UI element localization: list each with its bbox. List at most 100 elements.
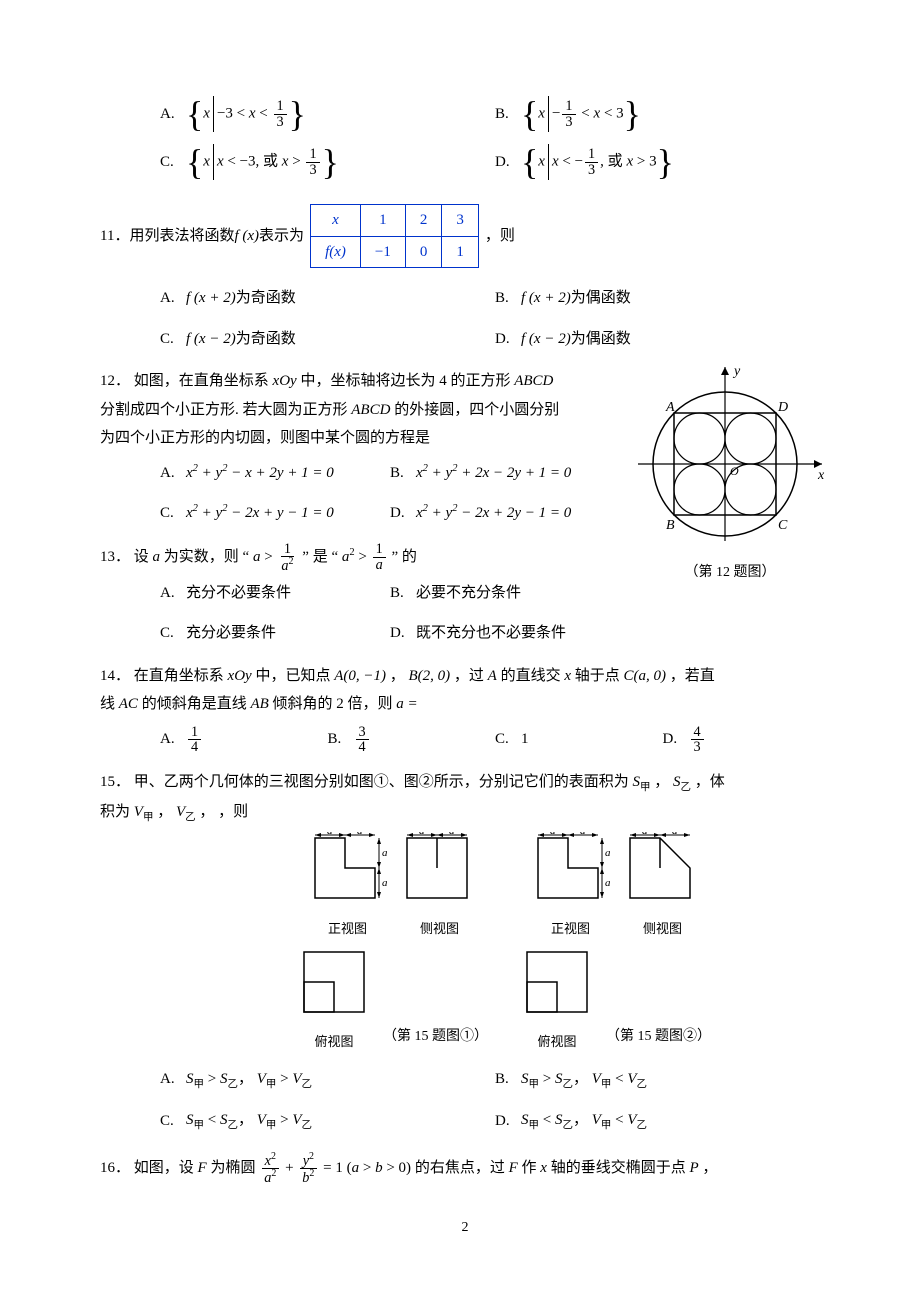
frac: 43 <box>691 725 704 755</box>
Aname: A <box>488 668 497 684</box>
abcd: ABCD <box>351 402 390 418</box>
svg-text:a: a <box>672 832 678 837</box>
opt-label: D. <box>495 148 521 177</box>
q15-opt-a: A. S甲 > S乙， V甲 > V乙 <box>160 1065 495 1095</box>
view-label: 俯视图 <box>522 1030 592 1055</box>
q15-opt-b: B. S甲 > S乙， V甲 < V乙 <box>495 1065 830 1095</box>
label-x: x <box>817 468 825 483</box>
q-num: 12． <box>100 373 130 389</box>
jia: 甲 <box>143 812 154 823</box>
opt-label: C. <box>160 148 186 177</box>
frac: 14 <box>188 725 201 755</box>
opt-label: C. <box>160 325 186 354</box>
expr: S甲 > S乙， V甲 > V乙 <box>186 1065 312 1095</box>
text: 分割成四个小正方形. 若大圆为正方形 <box>100 402 351 418</box>
expr: S甲 < S乙， V甲 < V乙 <box>521 1106 647 1136</box>
expr: S甲 > S乙， V甲 < V乙 <box>521 1065 647 1095</box>
yi: 乙 <box>681 782 692 793</box>
svg-text:a: a <box>550 832 556 837</box>
opt-label: C. <box>495 725 521 754</box>
top-view-1: 俯视图 <box>299 947 369 1054</box>
expr: f (x − 2) <box>521 325 571 354</box>
S: S <box>673 774 681 790</box>
view-label: 正视图 <box>309 917 387 942</box>
set-expr: {xx < −13, 或 x > 3} <box>521 144 674 180</box>
opt-label: D. <box>663 725 689 754</box>
front-view-2: a a a a 正视图 <box>532 832 610 941</box>
cell: −1 <box>360 236 405 268</box>
ellipse-eq: x2a2 + y2b2 <box>259 1160 323 1176</box>
q10-opt-c: C. {xx < −3, 或 x > 13} <box>160 144 495 180</box>
cell: 3 <box>442 205 479 237</box>
xoy: xOy <box>228 668 252 684</box>
text: ，则 <box>485 222 515 251</box>
fx: f (x) <box>234 222 259 251</box>
opt-label: A. <box>160 284 186 313</box>
text: 甲、乙两个几何体的三视图分别如图①、图②所示，分别记它们的表面积为 <box>134 774 633 790</box>
x: x <box>540 1160 547 1176</box>
q12-opt-a: A. x2 + y2 − x + 2y + 1 = 0 <box>160 459 390 488</box>
svg-text:a: a <box>357 832 363 837</box>
comma: ， <box>654 774 669 790</box>
q13-opt-b: B.必要不充分条件 <box>390 579 620 608</box>
q13-opt-c: C.充分必要条件 <box>160 619 390 648</box>
q14-opt-b: B.34 <box>328 725 496 755</box>
AB: AB <box>250 696 268 712</box>
label-y: y <box>732 364 741 379</box>
text: 的倾斜角是直线 <box>142 696 251 712</box>
label-D: D <box>777 400 788 415</box>
opt-label: D. <box>495 1107 521 1136</box>
text: 轴的垂线交椭圆于点 <box>551 1160 690 1176</box>
q14-opt-a: A.14 <box>160 725 328 755</box>
text: 的外接圆，四个小圆分别 <box>394 402 559 418</box>
q15-line2: 积为 V甲 ， V乙 ， ，则 <box>100 798 830 828</box>
text: ，若直 <box>670 668 715 684</box>
comma: ， <box>199 804 214 820</box>
text: 在直角坐标系 <box>134 668 228 684</box>
text: ，体 <box>695 774 725 790</box>
q13-opt-a: A.充分不必要条件 <box>160 579 390 608</box>
opt-label: C. <box>160 499 186 528</box>
view-label: 俯视图 <box>299 1030 369 1055</box>
opt-label: D. <box>390 619 416 648</box>
opt-label: A. <box>160 1065 186 1094</box>
abcd: ABCD <box>514 373 553 389</box>
text: ，则 <box>218 804 248 820</box>
text: 为偶函数 <box>571 325 631 354</box>
yi: 乙 <box>185 812 196 823</box>
opt-label: A. <box>160 579 186 608</box>
q-num: 11． <box>100 222 129 251</box>
set-expr: {xx < −3, 或 x > 13} <box>186 144 339 180</box>
q11-opt-c: C. f (x − 2) 为奇函数 <box>160 325 495 354</box>
text: 既不充分也不必要条件 <box>416 619 566 648</box>
cell: 1 <box>360 205 405 237</box>
expr: x2 + y2 + 2x − 2y + 1 = 0 <box>416 459 571 488</box>
F: F <box>198 1160 207 1176</box>
text: ， <box>702 1160 717 1176</box>
opt-label: B. <box>495 1065 521 1094</box>
q12-opt-c: C. x2 + y2 − 2x + y − 1 = 0 <box>160 499 390 528</box>
q14: 14． 在直角坐标系 xOy 中，已知点 A(0, −1) ， B(2, 0) … <box>100 662 830 691</box>
q10-opt-b: B. {x−13 < x < 3} <box>495 96 830 132</box>
q15: 15． 甲、乙两个几何体的三视图分别如图①、图②所示，分别记它们的表面积为 S甲… <box>100 768 830 798</box>
text: 倾斜角的 2 倍，则 <box>273 696 397 712</box>
side-view-2: a a 侧视图 <box>624 832 702 941</box>
expr: f (x − 2) <box>186 325 236 354</box>
text: 为椭圆 <box>210 1160 259 1176</box>
figure-group-2: a a a a 正视图 a a <box>522 832 711 1054</box>
side-view-1: a a 侧视图 <box>401 832 479 941</box>
text: 为奇函数 <box>236 325 296 354</box>
q14-line2: 线 AC 的倾斜角是直线 AB 倾斜角的 2 倍，则 a = <box>100 690 830 719</box>
top-view-2: 俯视图 <box>522 947 592 1054</box>
q-num: 15． <box>100 774 130 790</box>
expr: x2 + y2 − 2x + 2y − 1 = 0 <box>416 499 571 528</box>
front-view-1: a a a a 正视图 <box>309 832 387 941</box>
F: F <box>509 1160 518 1176</box>
comma: ， <box>157 804 172 820</box>
text: 设 <box>134 549 153 565</box>
opt-label: C. <box>160 619 186 648</box>
svg-text:a: a <box>580 832 586 837</box>
opt-label: D. <box>495 325 521 354</box>
A: A(0, −1) <box>334 668 386 684</box>
cell: 0 <box>405 236 442 268</box>
